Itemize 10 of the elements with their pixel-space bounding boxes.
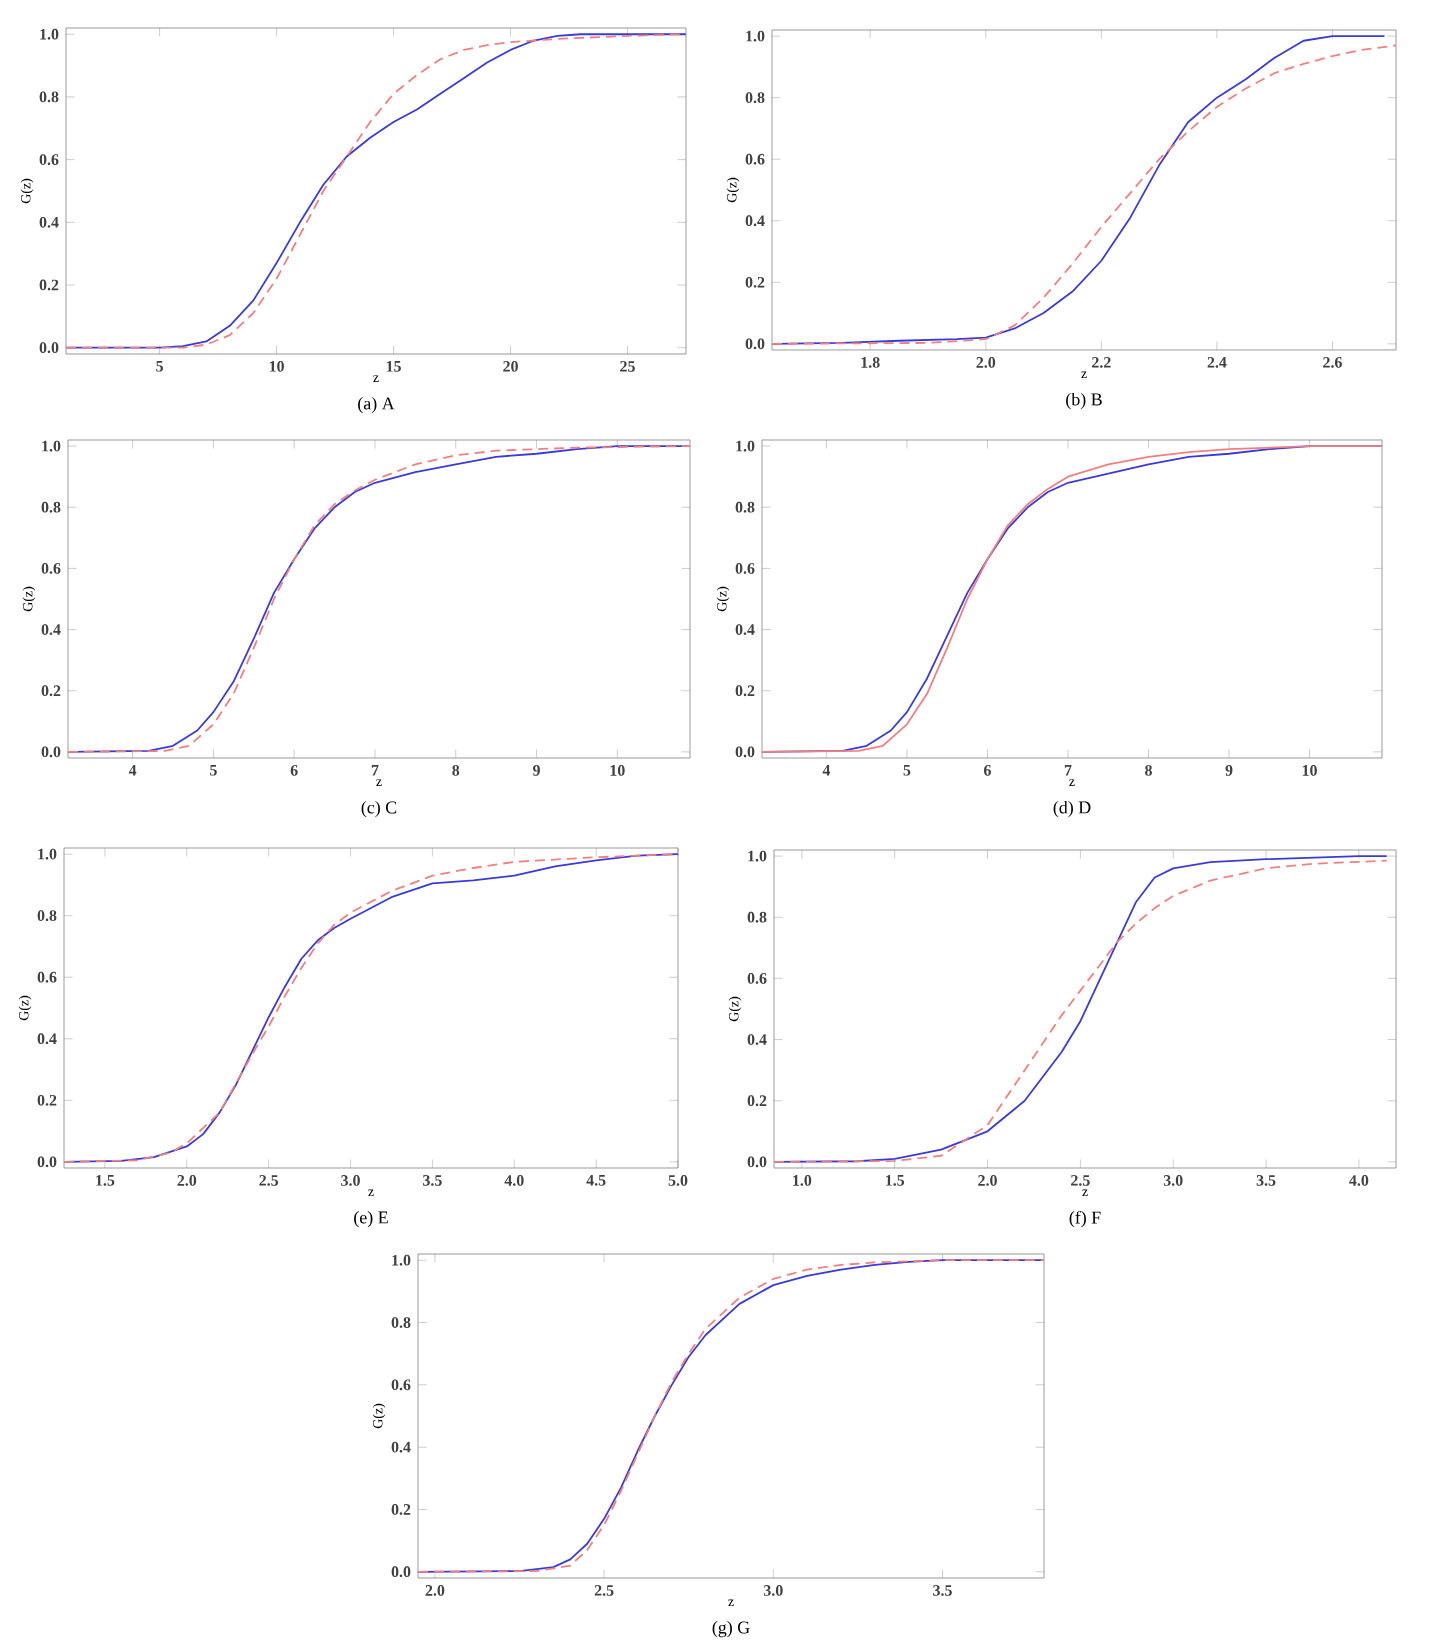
line-series xyxy=(68,445,691,753)
text: (e) E xyxy=(354,1210,388,1228)
text: (g) G xyxy=(712,1620,750,1638)
text: (b) B xyxy=(1066,392,1102,410)
text: (c) C xyxy=(361,800,397,818)
line-series xyxy=(762,445,1383,753)
text: (a) A xyxy=(358,396,395,414)
line-series xyxy=(66,33,687,349)
text: (f) F xyxy=(1069,1210,1101,1228)
text: (d) D xyxy=(1053,800,1091,818)
